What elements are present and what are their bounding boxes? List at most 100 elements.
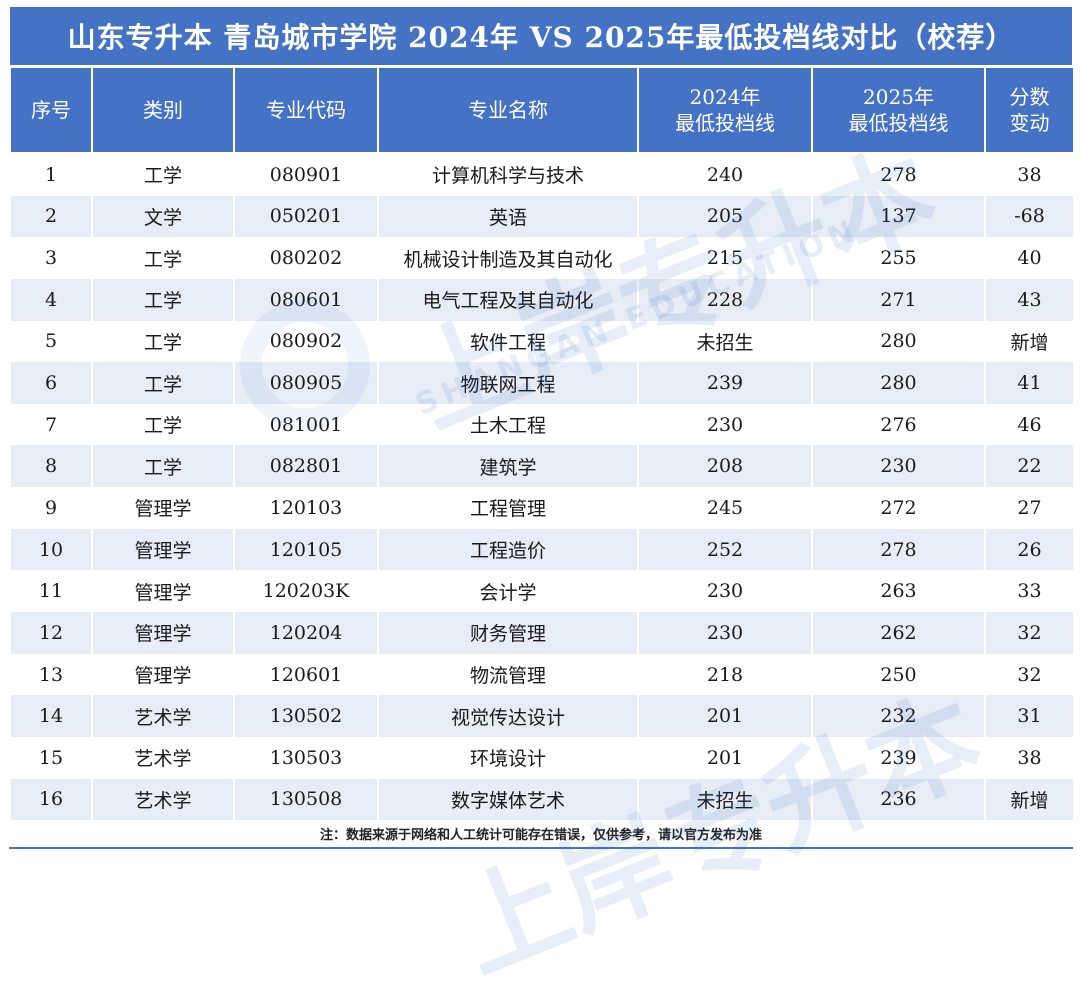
cell-2025: 278	[811, 528, 986, 571]
cell-2025: 250	[811, 653, 986, 696]
table-title: 山东专升本 青岛城市学院 2024年 VS 2025年最低投档线对比（校荐）	[9, 6, 1073, 66]
cell-2025: 271	[811, 278, 986, 321]
header-2024-label: 最低投档线	[675, 111, 775, 135]
cell-name: 财务管理	[377, 612, 639, 654]
cell-2025: 262	[811, 612, 986, 654]
cell-2025: 278	[811, 153, 986, 196]
cell-category: 工学	[91, 153, 235, 196]
table-row: 8 工学 082801 建筑学 208 230 22	[9, 445, 1075, 488]
cell-change: 31	[984, 695, 1075, 737]
cell-name: 工程造价	[377, 528, 639, 571]
header-change-top: 分数	[1009, 85, 1050, 109]
cell-code: 080202	[233, 237, 379, 279]
cell-2024: 230	[637, 570, 813, 613]
header-2025: 2025年 最低投档线	[811, 66, 986, 154]
cell-2024: 201	[637, 736, 813, 779]
table-row: 11 管理学 120203K 会计学 230 263 33	[9, 570, 1075, 613]
table-row: 13 管理学 120601 物流管理 218 250 32	[9, 653, 1075, 696]
table-row: 14 艺术学 130502 视觉传达设计 201 232 31	[9, 695, 1075, 737]
table-row: 6 工学 080905 物联网工程 239 280 41	[9, 362, 1075, 404]
header-change: 分数 变动	[984, 66, 1075, 154]
cell-category: 艺术学	[91, 778, 235, 821]
cell-2025: 232	[811, 695, 986, 737]
cell-2024: 205	[637, 195, 813, 238]
cell-index: 6	[9, 362, 93, 404]
cell-index: 15	[9, 736, 93, 779]
cell-2024: 252	[637, 528, 813, 571]
cell-change: 33	[984, 570, 1075, 613]
cell-index: 2	[9, 195, 93, 238]
cell-name: 工程管理	[377, 487, 639, 529]
cell-2025: 230	[811, 445, 986, 488]
table-row: 3 工学 080202 机械设计制造及其自动化 215 255 40	[9, 237, 1075, 279]
cell-name: 软件工程	[377, 320, 639, 363]
cell-name: 机械设计制造及其自动化	[377, 237, 639, 279]
table-row: 5 工学 080902 软件工程 未招生 280 新增	[9, 320, 1075, 363]
cell-change: 27	[984, 487, 1075, 529]
table-row: 16 艺术学 130508 数字媒体艺术 未招生 236 新增	[9, 778, 1075, 821]
cell-2025: 137	[811, 195, 986, 238]
cell-2024: 239	[637, 362, 813, 404]
cell-category: 管理学	[91, 528, 235, 571]
cell-code: 120103	[233, 487, 379, 529]
cell-index: 7	[9, 403, 93, 446]
cell-category: 工学	[91, 320, 235, 363]
cell-index: 16	[9, 778, 93, 821]
cell-2024: 218	[637, 653, 813, 696]
cell-name: 土木工程	[377, 403, 639, 446]
cell-2025: 236	[811, 778, 986, 821]
cell-2024: 228	[637, 278, 813, 321]
header-change-bottom: 变动	[1009, 111, 1050, 135]
cell-2025: 255	[811, 237, 986, 279]
table-row: 9 管理学 120103 工程管理 245 272 27	[9, 487, 1075, 529]
cell-name: 环境设计	[377, 736, 639, 779]
cell-code: 120105	[233, 528, 379, 571]
cell-code: 081001	[233, 403, 379, 446]
cell-index: 10	[9, 528, 93, 571]
cell-2025: 263	[811, 570, 986, 613]
cell-code: 080901	[233, 153, 379, 196]
cell-category: 管理学	[91, 487, 235, 529]
table-row: 7 工学 081001 土木工程 230 276 46	[9, 403, 1075, 446]
cell-code: 130508	[233, 778, 379, 821]
cell-code: 120203K	[233, 570, 379, 613]
cell-index: 11	[9, 570, 93, 613]
table-row: 2 文学 050201 英语 205 137 -68	[9, 195, 1075, 238]
cell-change: 26	[984, 528, 1075, 571]
header-name: 专业名称	[377, 66, 639, 154]
cell-2024: 未招生	[637, 320, 813, 363]
cell-code: 082801	[233, 445, 379, 488]
cell-code: 120204	[233, 612, 379, 654]
header-2024-year: 2024年	[689, 85, 761, 109]
table-row: 4 工学 080601 电气工程及其自动化 228 271 43	[9, 278, 1075, 321]
cell-code: 120601	[233, 653, 379, 696]
cell-category: 工学	[91, 362, 235, 404]
cell-index: 5	[9, 320, 93, 363]
cell-code: 080902	[233, 320, 379, 363]
table-body: 1 工学 080901 计算机科学与技术 240 278 38 2 文学 050201 英语 205…	[9, 153, 1075, 821]
cell-change: 43	[984, 278, 1075, 321]
cell-change: 32	[984, 653, 1075, 696]
cell-category: 工学	[91, 403, 235, 446]
cell-2024: 230	[637, 612, 813, 654]
header-2025-year: 2025年	[863, 85, 934, 109]
cell-2024: 245	[637, 487, 813, 529]
cell-index: 3	[9, 237, 93, 279]
cell-2025: 280	[811, 362, 986, 404]
cell-index: 8	[9, 445, 93, 488]
cell-code: 130502	[233, 695, 379, 737]
header-category: 类别	[91, 66, 235, 154]
cell-name: 英语	[377, 195, 639, 238]
cell-code: 050201	[233, 195, 379, 238]
cell-change: 38	[984, 736, 1075, 779]
cell-index: 12	[9, 612, 93, 654]
cell-code: 130503	[233, 736, 379, 779]
cell-name: 视觉传达设计	[377, 695, 639, 737]
cell-category: 工学	[91, 445, 235, 488]
cell-index: 9	[9, 487, 93, 529]
cell-change: 新增	[984, 320, 1075, 363]
cell-category: 艺术学	[91, 736, 235, 779]
cell-change: 40	[984, 237, 1075, 279]
cell-category: 工学	[91, 237, 235, 279]
cell-2024: 201	[637, 695, 813, 737]
